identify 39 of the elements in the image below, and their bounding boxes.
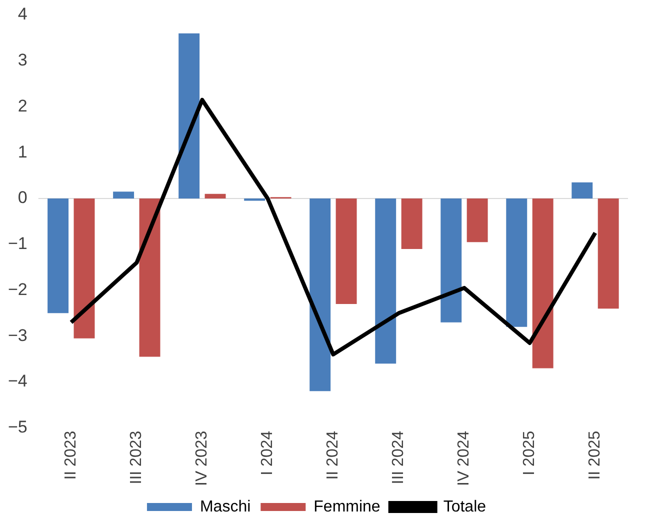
bar — [310, 198, 331, 392]
y-tick-label: 1 — [18, 142, 28, 162]
y-tick-label: −2 — [8, 280, 28, 299]
bar — [466, 198, 488, 242]
bar — [336, 198, 357, 304]
x-tick-label: II 2024 — [324, 430, 342, 480]
x-tick-label: II 2023 — [62, 430, 80, 480]
y-tick-label: −4 — [8, 372, 28, 391]
bar — [506, 198, 528, 327]
y-tick-label: −1 — [8, 234, 28, 254]
bar — [532, 198, 554, 368]
y-tick-label: 0 — [18, 188, 28, 208]
y-tick-label: −3 — [8, 326, 28, 345]
x-tick-label: III 2023 — [128, 430, 146, 484]
bar — [598, 198, 619, 309]
x-tick-label: II 2025 — [586, 430, 604, 480]
bar — [244, 198, 266, 201]
bar — [572, 182, 593, 198]
x-tick-label: IV 2024 — [456, 430, 473, 486]
y-tick-label: 2 — [18, 96, 28, 116]
bar — [204, 194, 226, 198]
legend-label: Totale — [443, 498, 486, 516]
x-tick-label: III 2024 — [390, 430, 408, 484]
legend-label: Femmine — [314, 498, 380, 516]
legend-label: Maschi — [200, 498, 251, 516]
y-tick-label: 4 — [18, 4, 28, 24]
x-tick-label: IV 2023 — [194, 430, 211, 486]
bar — [74, 198, 95, 338]
bar — [139, 198, 160, 357]
bar — [48, 198, 69, 314]
bar — [178, 33, 200, 198]
bar — [113, 192, 134, 198]
bar — [375, 198, 396, 364]
x-tick-label: I 2025 — [521, 430, 538, 476]
y-tick-label: 3 — [18, 50, 28, 70]
bar — [401, 198, 422, 249]
bar — [440, 198, 462, 322]
y-tick-label: −5 — [8, 418, 28, 437]
x-tick-label: I 2024 — [259, 430, 276, 476]
